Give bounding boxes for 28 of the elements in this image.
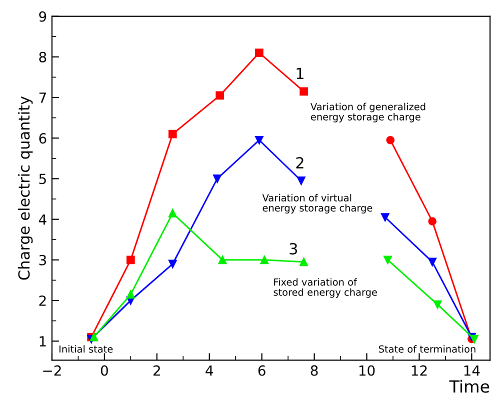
- x-tick-label: 8: [310, 365, 318, 376]
- x-tick-label: 12: [412, 365, 427, 376]
- x-tick-label: 2: [154, 365, 160, 376]
- y-tick-label: 3: [39, 254, 46, 266]
- annotation: State of termination: [378, 345, 476, 353]
- y-tick-label: 4: [38, 214, 46, 225]
- x-tick-label: 14: [464, 365, 480, 376]
- x-tick-label: −2: [43, 365, 61, 376]
- y-tick-label: 1: [40, 336, 46, 346]
- y-axis-title: Charge electric quantity: [18, 96, 33, 280]
- y-tick-label: 2: [39, 295, 46, 306]
- annotation: 1: [296, 68, 304, 79]
- x-tick-label: 6: [258, 365, 266, 376]
- x-tick-label: 0: [100, 365, 108, 376]
- annotation: Variation of generalized energy storage charge: [310, 102, 426, 122]
- y-tick-label: 6: [39, 133, 46, 144]
- y-tick-label: 7: [39, 92, 46, 103]
- y-tick-label: 5: [39, 174, 46, 184]
- annotation: Variation of virtual energy storage charge: [262, 194, 372, 214]
- x-axis-title: Time: [449, 380, 490, 393]
- annotation: 2: [296, 157, 304, 168]
- annotation: Initial state: [60, 345, 113, 353]
- annotation: Fixed variation of stored energy charge: [274, 278, 377, 298]
- x-tick-label: 10: [359, 365, 375, 376]
- annotation: 3: [290, 243, 298, 255]
- y-tick-label: 9: [39, 11, 46, 22]
- y-tick-label: 8: [39, 52, 46, 62]
- x-tick-label: 4: [206, 365, 214, 376]
